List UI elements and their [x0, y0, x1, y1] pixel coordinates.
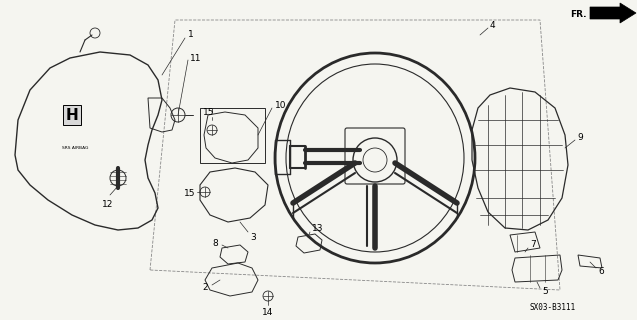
Text: 14: 14	[262, 308, 274, 317]
Text: 15: 15	[203, 108, 215, 116]
Text: 4: 4	[490, 20, 496, 29]
Text: 9: 9	[577, 132, 583, 141]
Text: 2: 2	[203, 284, 208, 292]
Text: 10: 10	[275, 100, 287, 109]
Text: 7: 7	[530, 239, 536, 249]
Text: 6: 6	[598, 268, 604, 276]
Text: H: H	[66, 108, 78, 123]
Text: 13: 13	[312, 223, 324, 233]
Text: 5: 5	[542, 287, 548, 297]
Text: 15: 15	[183, 188, 195, 197]
Text: 12: 12	[103, 200, 113, 209]
Text: 1: 1	[188, 29, 194, 38]
Text: 8: 8	[212, 238, 218, 247]
Text: 11: 11	[190, 53, 201, 62]
Text: SX03-B3111: SX03-B3111	[530, 303, 576, 313]
Polygon shape	[590, 3, 636, 23]
Text: FR.: FR.	[570, 10, 587, 19]
Text: SRS AIRBAG: SRS AIRBAG	[62, 146, 88, 150]
Text: 3: 3	[250, 233, 255, 242]
